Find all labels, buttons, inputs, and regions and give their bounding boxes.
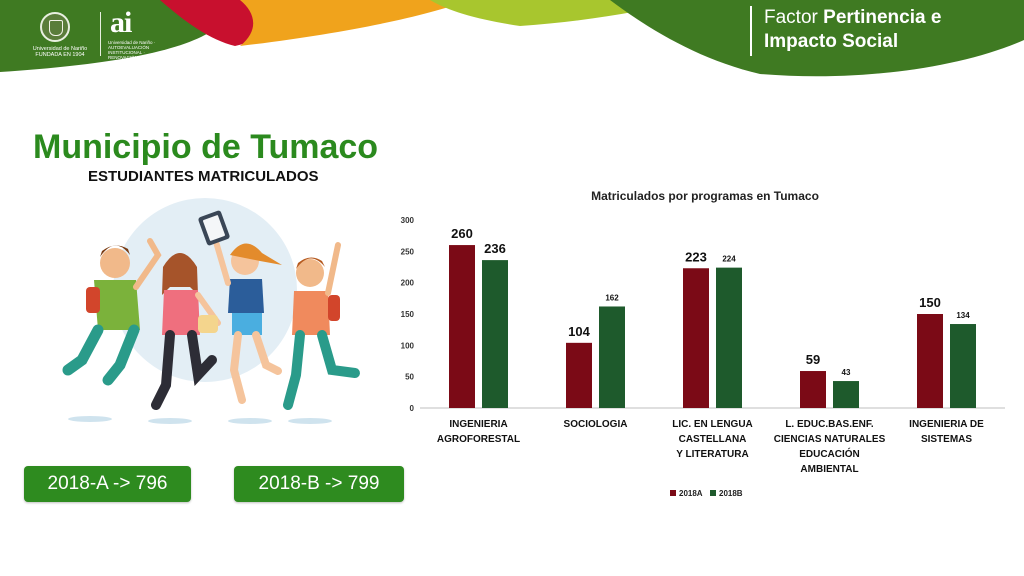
page-title: Municipio de Tumaco (33, 128, 379, 166)
legend-swatch (670, 490, 676, 496)
student-4-icon (283, 242, 360, 410)
y-tick-label: 150 (401, 310, 415, 319)
bar-2018a (449, 245, 475, 408)
x-category-label: INGENIERIA (449, 419, 507, 430)
bar-2018a (683, 268, 709, 408)
factor-heading: Factor Pertinencia e Impacto Social (750, 6, 941, 56)
x-category-label: LIC. EN LENGUA (672, 419, 753, 430)
data-label: 260 (451, 226, 473, 241)
x-category-label: AMBIENTAL (800, 464, 858, 475)
x-category-label: EDUCACIÓN (799, 447, 860, 460)
logo-divider (100, 12, 101, 56)
bar-2018a (917, 314, 943, 408)
bar-2018b (950, 324, 976, 408)
x-category-label: AGROFORESTAL (437, 434, 520, 445)
data-label: 223 (685, 249, 707, 264)
x-category-label: CIENCIAS NATURALES (774, 434, 886, 445)
x-category-label: SISTEMAS (921, 434, 972, 445)
x-category-label: CASTELLANA (679, 434, 747, 445)
ai-logo: ai (110, 6, 132, 39)
bar-2018b (833, 381, 859, 408)
data-label: 150 (919, 295, 941, 310)
y-tick-label: 250 (401, 247, 415, 256)
students-jumping-illustration (62, 198, 360, 424)
data-label: 162 (605, 293, 619, 302)
data-label: 236 (484, 241, 506, 256)
legend-label: 2018B (719, 489, 743, 498)
logo-block: Universidad de Nariño FUNDADA EN 1904 ai… (30, 6, 230, 65)
ai-logo-subtext: Universidad de Nariño · AUTOEVALUACIÓN I… (108, 40, 156, 65)
legend-swatch (710, 490, 716, 496)
y-tick-label: 200 (401, 279, 415, 288)
header-band-orange (240, 0, 470, 46)
data-label: 59 (806, 352, 820, 367)
bar-2018a (800, 371, 826, 408)
header-band-green-right (610, 0, 1024, 77)
data-label: 104 (568, 324, 590, 339)
student-1-icon (62, 238, 162, 386)
page-subtitle: ESTUDIANTES MATRICULADOS (88, 168, 319, 185)
x-category-label: SOCIOLOGIA (564, 419, 628, 430)
student-3-icon (198, 210, 282, 404)
data-label: 224 (722, 255, 736, 264)
summary-2018a: 2018-A -> 796 (24, 466, 191, 502)
factor-line-2: Impacto Social (764, 31, 899, 52)
legend-label: 2018A (679, 489, 703, 498)
y-tick-label: 100 (401, 341, 415, 350)
student-2-icon (151, 253, 221, 410)
y-tick-label: 300 (401, 216, 415, 225)
y-tick-label: 0 (410, 404, 415, 413)
bar-2018b (716, 267, 742, 408)
factor-line-1: Factor Pertinencia e (764, 7, 942, 28)
x-category-label: L. EDUC.BAS.ENF. (785, 419, 874, 430)
data-label: 134 (956, 311, 970, 320)
y-tick-label: 50 (405, 373, 414, 382)
bar-2018a (566, 342, 592, 408)
summary-2018b: 2018-B -> 799 (234, 466, 404, 502)
data-label: 43 (842, 368, 851, 377)
bar-2018b (482, 260, 508, 408)
university-name: Universidad de Nariño FUNDADA EN 1904 (32, 46, 88, 58)
university-crest-icon (40, 12, 70, 42)
chart-title: Matriculados por programas en Tumaco (591, 189, 819, 203)
bar-2018b (599, 306, 625, 408)
bar-chart: 0 50 100 150 200 250 300 260 236 INGENIERIA AGROFO… (401, 216, 1005, 498)
header-band (0, 0, 1024, 90)
x-category-label: INGENIERIA DE (909, 419, 984, 430)
x-category-label: Y LITERATURA (676, 449, 748, 460)
